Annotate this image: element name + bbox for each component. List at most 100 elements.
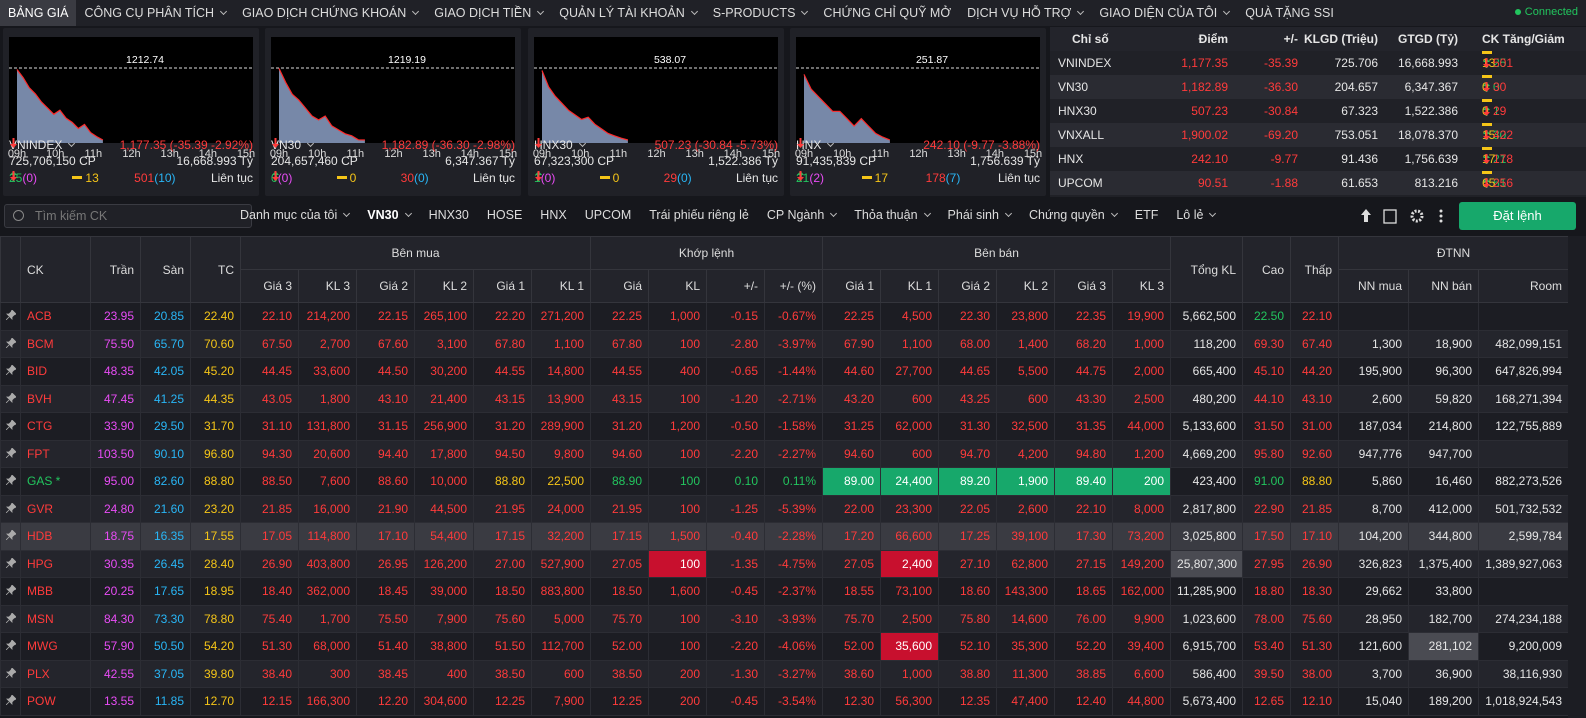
dropdown-caret <box>404 209 412 218</box>
board-cell: 1,023,600 <box>1170 604 1244 633</box>
up-number: 0 <box>1493 80 1500 94</box>
board-cell: 39,000 <box>414 577 474 606</box>
board-cell: 43.10 <box>356 384 415 413</box>
board-cell: 75.80 <box>938 604 998 633</box>
board-cell: 44.45 <box>240 357 299 386</box>
pin-cell <box>0 357 21 386</box>
index-row: VN30 1,182.89 -36.30 204.657 6,347.367 0 0 30 <box>1050 75 1586 99</box>
nav-label: GIAO DỊCH TIỀN <box>434 6 532 20</box>
dropdown-caret <box>306 139 315 148</box>
board-cell: 17.30 <box>1054 522 1114 551</box>
board-cell: 9,800 <box>530 439 592 468</box>
board-cell: 26.90 <box>1290 549 1340 578</box>
board-cell: 16,460 <box>1408 467 1480 496</box>
index-name: HNX30 <box>534 138 586 152</box>
board-cell <box>1338 302 1410 331</box>
board-tab[interactable]: Chứng quyền <box>1029 208 1118 222</box>
index-change: -9.77 <box>1270 152 1298 166</box>
nav-item[interactable]: QUẢN LÝ TÀI KHOẢN <box>551 0 705 26</box>
index-header-cell: Chỉ số <box>1072 32 1109 46</box>
nav-item[interactable]: S-PRODUCTS <box>705 0 816 26</box>
board-cell: 23,300 <box>880 494 940 523</box>
board-tab[interactable]: Lô lẻ <box>1176 208 1217 222</box>
icon-more <box>1439 219 1443 223</box>
board-cell: 52.20 <box>1054 632 1114 661</box>
nav-item[interactable]: GIAO DỊCH CHỨNG KHOÁN <box>234 0 426 26</box>
board-cell: 44.55 <box>473 357 532 386</box>
down-number: 30 <box>400 171 414 185</box>
board-cell: 1,000 <box>648 302 708 331</box>
time-tick: 14h <box>986 148 1004 160</box>
board-cell: 22.10 <box>240 302 299 331</box>
down-number: 178 <box>925 171 946 185</box>
time-tick: 09h <box>8 148 26 160</box>
board-cell: 256,900 <box>414 412 474 441</box>
board-tab[interactable]: ETF <box>1135 208 1159 222</box>
session-status: Liên tục <box>210 171 253 185</box>
board-tab[interactable]: UPCOM <box>585 208 632 222</box>
board-cell: 43.15 <box>473 384 532 413</box>
column-header: KL <box>648 269 708 303</box>
board-tab[interactable]: CP Ngành <box>767 208 838 222</box>
time-tick: 12h <box>122 148 140 160</box>
board-cell: 75.40 <box>240 604 299 633</box>
board-tab[interactable]: HOSE <box>487 208 522 222</box>
arrow-icon <box>797 171 804 181</box>
arrow-shape <box>1483 130 1490 140</box>
up-number: 21 <box>1493 152 1507 166</box>
column-header: KL 3 <box>1112 269 1172 303</box>
board-cell: 22.05 <box>938 494 998 523</box>
board-cell: 586,400 <box>1170 659 1244 688</box>
up-number: 30 <box>1493 128 1507 142</box>
column-header: Room <box>1478 269 1570 303</box>
board-cell: -0.45 <box>706 687 766 716</box>
index-points: 1,177.35 <box>1181 56 1228 70</box>
board-cell: 18.65 <box>1054 577 1114 606</box>
pin-icon <box>5 612 17 624</box>
index-value: 16,668.993 <box>1397 56 1458 70</box>
board-cell: 75.50 <box>90 329 141 358</box>
down-count: 256 <box>1482 171 1513 195</box>
board-tab[interactable]: Trái phiếu riêng lẻ <box>649 208 749 222</box>
board-cell: 78.80 <box>190 604 241 633</box>
board-tab[interactable]: Danh mục của tôi <box>240 208 351 222</box>
board-cell: 36,900 <box>1408 659 1480 688</box>
ref-icon <box>1482 99 1492 102</box>
panel-row: VN30 1,182.89 (-36.30 -2.98%) <box>271 138 515 152</box>
board-cell: 15,040 <box>1338 687 1410 716</box>
board-cell: -0.67% <box>764 302 824 331</box>
board-cell: 214,800 <box>1408 412 1480 441</box>
board-tab[interactable]: Phái sinh <box>948 208 1013 222</box>
board-cell: 90.10 <box>140 439 191 468</box>
board-cell: 1,400 <box>996 329 1056 358</box>
up-number: 1 <box>1493 104 1500 118</box>
nav-item[interactable]: CHỨNG CHỈ QUỸ MỞ <box>815 0 959 26</box>
nav-item[interactable]: CÔNG CỤ PHÂN TÍCH <box>76 0 234 26</box>
board-cell: 39,100 <box>996 522 1056 551</box>
board-cell: 43.25 <box>938 384 998 413</box>
order-button[interactable]: Đặt lệnh <box>1459 202 1576 230</box>
board-tab[interactable]: VN30 <box>367 208 412 222</box>
time-tick: 14h <box>461 148 479 160</box>
board-cell: 19,900 <box>1112 302 1172 331</box>
nav-item[interactable]: BẢNG GIÁ <box>0 0 77 26</box>
board-cell: 17.65 <box>140 577 191 606</box>
down-count: 501 <box>1482 51 1513 75</box>
board-cell: 1,100 <box>880 329 940 358</box>
down-number: 501 <box>1493 56 1514 70</box>
nav-item[interactable]: DỊCH VỤ HỖ TRỢ <box>959 0 1091 26</box>
board-cell: 362,000 <box>298 577 357 606</box>
index-value: 813.216 <box>1414 176 1458 190</box>
board-tab[interactable]: HNX30 <box>429 208 469 222</box>
nav-item[interactable]: QUÀ TẶNG SSI <box>1237 0 1342 26</box>
search-box[interactable]: Tìm kiếm CK <box>4 204 252 228</box>
board-cell: 22.00 <box>822 494 882 523</box>
board-tab[interactable]: Thỏa thuận <box>854 208 931 222</box>
board-tab[interactable]: HNX <box>540 208 566 222</box>
index-value: 16,668.993 Tỷ <box>176 154 253 168</box>
board-cell: 39.50 <box>1242 659 1292 688</box>
arrow-shape <box>272 138 279 148</box>
nav-item[interactable]: GIAO DIỆN CỦA TÔI <box>1091 0 1237 26</box>
nav-item[interactable]: GIAO DỊCH TIỀN <box>426 0 551 26</box>
board-cell: 38.50 <box>590 659 650 688</box>
